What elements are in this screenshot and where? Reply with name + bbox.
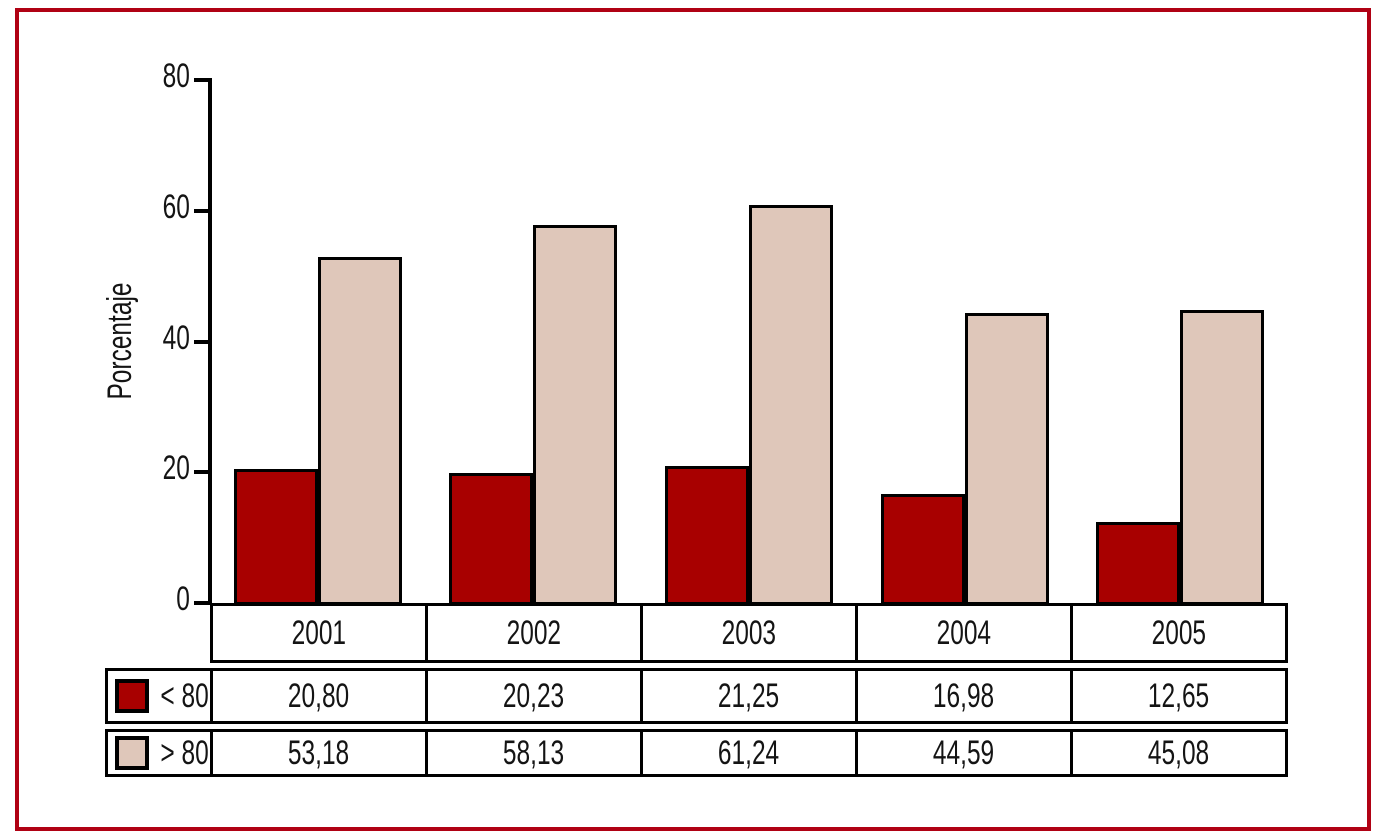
value-cell-lt80-2002: 20,23: [425, 671, 640, 721]
y-tick-label-text: 60: [162, 188, 190, 226]
figure-border-frame: [15, 8, 1371, 831]
y-tick-label-60: 60: [98, 190, 190, 232]
legend-swatch-gt80: [115, 736, 149, 770]
legend-label-gt80: > 80: [160, 734, 209, 772]
y-tick-80: [194, 78, 212, 82]
legend-swatch-lt80: [115, 679, 149, 713]
category-cell-2003: 2003: [640, 606, 855, 660]
category-label: 2003: [721, 614, 777, 652]
value-cell-gt80-2005: 45,08: [1070, 732, 1285, 774]
legend-label-lt80: < 80: [160, 677, 209, 715]
category-label: 2005: [1151, 614, 1207, 652]
category-cell-2005: 2005: [1070, 606, 1285, 660]
bar-gt80-2001: [318, 257, 402, 605]
value-label: 53,18: [288, 734, 350, 772]
value-label: 12,65: [1148, 677, 1210, 715]
category-label: 2004: [936, 614, 992, 652]
bar-lt80-2001: [234, 469, 318, 605]
y-tick-0: [194, 601, 212, 605]
y-tick-20: [194, 470, 212, 474]
category-header-row: 2001 2002 2003 2004 2005: [210, 603, 1288, 663]
value-cell-gt80-2004: 44,59: [855, 732, 1070, 774]
legend-cell-lt80: < 80: [108, 671, 210, 721]
y-tick-60: [194, 209, 212, 213]
bar-lt80-2004: [881, 494, 965, 605]
y-tick-label-text: 0: [176, 580, 190, 618]
bar-lt80-2005: [1096, 522, 1180, 605]
value-label: 44,59: [933, 734, 995, 772]
bar-gt80-2004: [965, 313, 1049, 605]
bar-lt80-2002: [449, 473, 533, 605]
category-cell-2002: 2002: [425, 606, 640, 660]
value-cell-gt80-2002: 58,13: [425, 732, 640, 774]
category-cell-2001: 2001: [213, 606, 425, 660]
value-label: 61,24: [718, 734, 780, 772]
y-tick-label-80: 80: [98, 59, 190, 101]
value-cell-gt80-2001: 53,18: [210, 732, 425, 774]
y-tick-label-0: 0: [98, 582, 190, 624]
y-tick-label-20: 20: [98, 451, 190, 493]
bar-lt80-2003: [665, 466, 749, 605]
value-label: 20,23: [503, 677, 565, 715]
legend-cell-gt80: > 80: [108, 732, 210, 774]
value-label: 45,08: [1148, 734, 1210, 772]
value-cell-lt80-2003: 21,25: [640, 671, 855, 721]
y-tick-label-40: 40: [98, 321, 190, 363]
value-label: 16,98: [933, 677, 995, 715]
category-label: 2002: [506, 614, 562, 652]
value-cell-lt80-2005: 12,65: [1070, 671, 1285, 721]
data-row-lt80: < 80 20,80 20,23 21,25 16,98 12,65: [105, 668, 1288, 724]
value-cell-lt80-2001: 20,80: [210, 671, 425, 721]
bar-gt80-2002: [533, 225, 617, 605]
value-cell-gt80-2003: 61,24: [640, 732, 855, 774]
category-label: 2001: [291, 614, 347, 652]
value-cell-lt80-2004: 16,98: [855, 671, 1070, 721]
y-tick-label-text: 40: [162, 319, 190, 357]
bar-gt80-2005: [1180, 310, 1264, 605]
data-row-gt80: > 80 53,18 58,13 61,24 44,59 45,08: [105, 729, 1288, 777]
category-cell-2004: 2004: [855, 606, 1070, 660]
y-tick-label-text: 20: [162, 449, 190, 487]
bar-gt80-2003: [749, 205, 833, 605]
value-label: 58,13: [503, 734, 565, 772]
y-tick-label-text: 80: [162, 57, 190, 95]
value-label: 20,80: [288, 677, 350, 715]
y-tick-40: [194, 340, 212, 344]
value-label: 21,25: [718, 677, 780, 715]
